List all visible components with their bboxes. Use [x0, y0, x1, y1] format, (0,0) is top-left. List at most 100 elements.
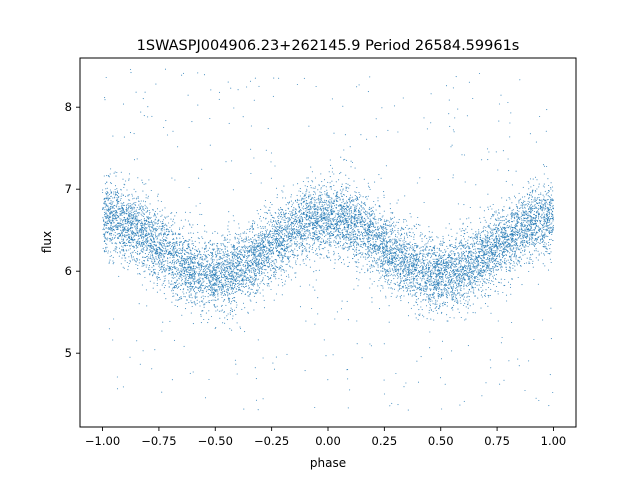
data-point: [449, 125, 451, 127]
data-point: [428, 269, 430, 271]
data-point: [491, 254, 493, 256]
data-point: [165, 224, 167, 226]
data-point: [522, 245, 524, 247]
data-point: [344, 202, 346, 204]
data-point: [268, 258, 270, 260]
data-point: [383, 191, 385, 193]
data-point: [470, 253, 472, 255]
data-point: [497, 169, 499, 171]
data-point: [161, 237, 164, 239]
data-point: [330, 228, 333, 230]
data-point: [422, 268, 424, 270]
data-point: [175, 284, 177, 286]
data-point: [190, 302, 193, 304]
data-point: [120, 223, 123, 225]
data-point: [112, 225, 114, 228]
data-point: [438, 257, 440, 259]
data-point: [369, 343, 371, 345]
data-point: [480, 307, 482, 309]
data-point: [290, 224, 293, 226]
data-point: [391, 242, 393, 244]
data-point: [402, 97, 404, 99]
data-point: [301, 213, 303, 215]
data-point: [346, 211, 348, 213]
data-point: [537, 220, 539, 222]
data-point: [429, 261, 431, 264]
data-point: [358, 207, 361, 209]
data-point: [212, 288, 214, 290]
data-point: [217, 284, 219, 286]
data-point: [509, 243, 511, 245]
data-point: [167, 228, 169, 231]
data-point: [287, 202, 289, 204]
data-point: [405, 267, 407, 269]
data-point: [195, 205, 197, 207]
data-point: [267, 276, 270, 278]
data-point: [349, 238, 351, 240]
data-point: [253, 222, 256, 225]
data-point: [460, 256, 462, 259]
data-point: [345, 212, 347, 215]
data-point: [259, 244, 261, 246]
data-point: [258, 267, 260, 270]
data-point: [297, 255, 299, 257]
data-point: [543, 226, 545, 228]
data-point: [503, 209, 505, 212]
data-point: [390, 251, 392, 253]
data-point: [198, 289, 200, 292]
data-point: [366, 138, 368, 140]
data-point: [456, 283, 458, 285]
data-point: [357, 215, 359, 217]
data-point: [135, 263, 137, 266]
data-point: [446, 301, 448, 304]
data-point: [329, 243, 331, 245]
data-point: [550, 194, 552, 196]
data-point: [180, 280, 183, 282]
data-point: [263, 272, 265, 274]
data-point: [121, 214, 123, 217]
data-point: [271, 265, 273, 267]
data-point: [522, 238, 524, 240]
data-point: [516, 264, 518, 266]
data-point: [356, 246, 358, 248]
data-point: [273, 224, 276, 226]
data-point: [342, 245, 344, 247]
data-point: [294, 241, 296, 243]
data-point: [539, 235, 541, 237]
data-point: [418, 289, 421, 291]
data-point: [545, 221, 547, 223]
data-point: [355, 192, 357, 194]
data-point: [234, 271, 236, 273]
data-point: [389, 270, 391, 272]
data-point: [434, 245, 436, 247]
data-point: [288, 265, 291, 267]
data-point: [318, 184, 320, 186]
data-point: [389, 239, 391, 241]
data-point: [408, 273, 410, 275]
data-point: [474, 267, 476, 269]
data-point: [441, 340, 444, 342]
data-point: [215, 264, 217, 266]
data-point: [112, 238, 114, 240]
data-point: [468, 267, 470, 269]
data-point: [259, 215, 261, 217]
data-point: [535, 240, 538, 242]
data-point: [447, 254, 449, 257]
data-point: [318, 238, 320, 240]
data-point: [484, 271, 486, 273]
data-point: [455, 294, 457, 296]
data-point: [156, 283, 158, 285]
data-point: [150, 254, 152, 256]
data-point: [172, 231, 174, 233]
data-point: [316, 198, 318, 200]
data-point: [446, 314, 448, 316]
data-point: [465, 251, 467, 253]
data-point: [134, 206, 136, 208]
data-point: [155, 236, 157, 238]
data-point: [112, 219, 114, 221]
data-point: [396, 236, 398, 238]
data-point: [281, 294, 283, 296]
data-point: [384, 257, 386, 259]
data-point: [333, 193, 335, 195]
data-point: [345, 159, 347, 161]
